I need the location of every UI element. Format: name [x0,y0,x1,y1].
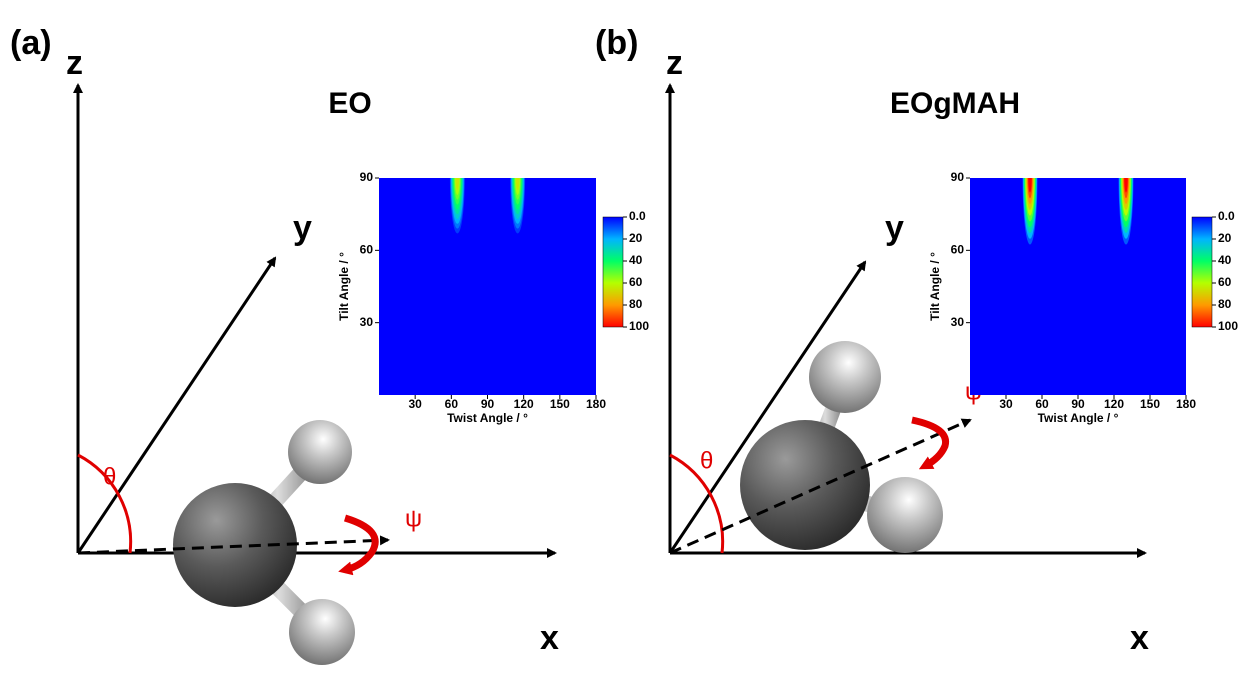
colorbar-label: 40 [1218,253,1232,267]
x-tick-label: 180 [586,397,606,411]
colorbar [1192,217,1212,327]
colorbar-label: 100 [1218,319,1238,333]
hydrogen-atom [288,420,352,484]
hydrogen-atom [867,477,943,553]
psi-arrow [345,518,375,570]
y-tick-label: 60 [951,243,965,257]
x-tick-label: 150 [1140,397,1160,411]
colorbar-label: 80 [1218,297,1232,311]
panel-title: EOgMAH [890,87,1020,120]
z-label: z [66,44,83,82]
y-tick-label: 60 [360,243,374,257]
colorbar-label: 20 [629,231,643,245]
inset-x-label: Twist Angle / ° [447,411,528,425]
inset-y-label: Tilt Angle / ° [928,252,942,321]
hydrogen-atom [809,341,881,413]
theta-arc [670,455,723,553]
y-tick-label: 30 [951,315,965,329]
x-tick-label: 90 [481,397,495,411]
colorbar-label: 60 [629,275,643,289]
y-tick-label: 90 [951,170,965,184]
x-tick-label: 120 [1104,397,1124,411]
heatmap-bg [970,178,1186,395]
twist-symbol: ψ [405,505,422,532]
x-tick-label: 30 [999,397,1013,411]
colorbar-label: 40 [629,253,643,267]
colorbar-label: 100 [629,319,649,333]
colorbar [603,217,623,327]
tilt-symbol: θ [103,463,116,490]
heatmap-bg [379,178,596,395]
y-label: y [293,209,312,247]
tilt-symbol: θ [700,447,713,474]
y-tick-label: 30 [360,315,374,329]
colorbar-label: 60 [1218,275,1232,289]
x-tick-label: 120 [514,397,534,411]
colorbar-label: 0.0 [1218,209,1235,223]
carbon-atom [740,420,870,550]
colorbar-label: 80 [629,297,643,311]
z-label: z [666,44,683,82]
panel-title: EO [328,87,371,120]
x-label: x [540,619,559,657]
y-label: y [885,209,904,247]
y-tick-label: 90 [360,170,374,184]
x-tick-label: 60 [445,397,459,411]
panel-label: (b) [595,24,638,62]
hotspot-level [456,166,460,190]
x-label: x [1130,619,1149,657]
panel-label: (a) [10,24,52,62]
x-tick-label: 90 [1071,397,1085,411]
x-tick-label: 30 [408,397,422,411]
hotspot-level [516,166,520,190]
inset-y-label: Tilt Angle / ° [337,252,351,321]
hydrogen-atom [289,599,355,665]
x-tick-label: 180 [1176,397,1196,411]
hotspot-level [1124,164,1128,193]
inset-x-label: Twist Angle / ° [1038,411,1119,425]
x-tick-label: 60 [1035,397,1049,411]
x-tick-label: 150 [550,397,570,411]
figure: (a)EOzyxθψ306090120150180306090Twist Ang… [0,0,1240,673]
colorbar-label: 0.0 [629,209,646,223]
hotspot-level [1028,164,1032,193]
colorbar-label: 20 [1218,231,1232,245]
